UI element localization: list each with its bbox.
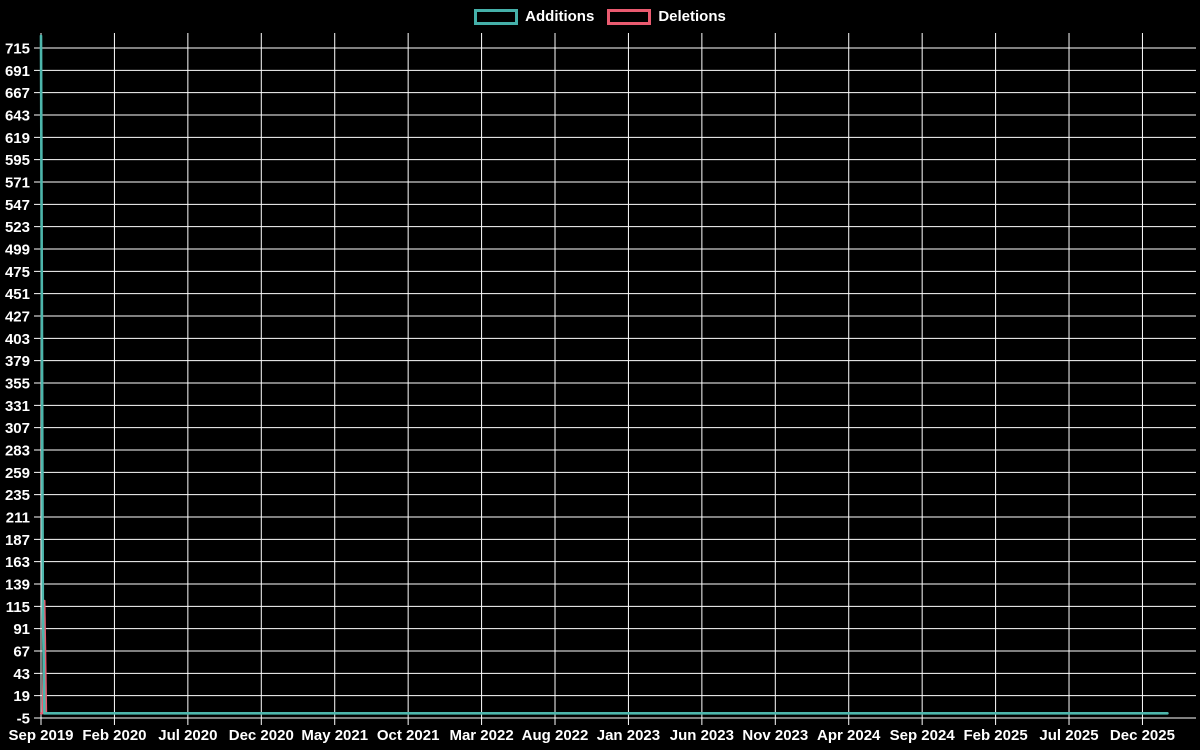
y-tick-label: 19 <box>13 688 30 705</box>
y-tick-label: 307 <box>5 420 30 437</box>
y-tick-label: 331 <box>5 398 30 415</box>
x-tick-label: Mar 2022 <box>449 727 513 744</box>
x-tick-label: Sep 2019 <box>8 727 73 744</box>
x-tick-label: Feb 2020 <box>82 727 146 744</box>
y-tick-label: -5 <box>17 711 30 728</box>
y-tick-label: 139 <box>5 577 30 594</box>
y-tick-label: 691 <box>5 63 30 80</box>
y-tick-label: 643 <box>5 108 30 125</box>
y-tick-label: 355 <box>5 376 30 393</box>
x-tick-label: Jul 2020 <box>158 727 217 744</box>
y-tick-label: 259 <box>5 465 30 482</box>
y-tick-label: 595 <box>5 152 30 169</box>
x-tick-label: Feb 2025 <box>963 727 1027 744</box>
y-tick-label: 115 <box>6 599 30 616</box>
legend-item-additions[interactable]: Additions <box>474 9 594 25</box>
y-tick-label: 163 <box>5 554 30 571</box>
y-tick-label: 427 <box>5 309 30 326</box>
y-tick-label: 43 <box>13 666 30 683</box>
y-tick-label: 403 <box>5 331 30 348</box>
deletions-swatch <box>607 9 652 25</box>
x-tick-label: Dec 2025 <box>1110 727 1175 744</box>
y-tick-label: 547 <box>5 197 30 214</box>
y-tick-label: 475 <box>5 264 30 281</box>
y-tick-label: 67 <box>13 644 30 661</box>
y-tick-label: 283 <box>5 443 30 460</box>
y-tick-label: 499 <box>5 242 30 259</box>
deletions-legend-label: Deletions <box>658 8 726 25</box>
deletions-line <box>39 599 1169 715</box>
y-tick-label: 523 <box>5 219 30 236</box>
x-tick-label: Aug 2022 <box>522 727 589 744</box>
x-tick-label: May 2021 <box>301 727 368 744</box>
x-tick-label: Sep 2024 <box>890 727 956 744</box>
x-tick-label: Jul 2025 <box>1039 727 1098 744</box>
x-tick-label: Jun 2023 <box>670 727 734 744</box>
x-tick-label: Jan 2023 <box>597 727 660 744</box>
x-tick-label: Apr 2024 <box>817 727 881 744</box>
y-tick-label: 451 <box>5 286 30 303</box>
legend-item-deletions[interactable]: Deletions <box>607 9 726 25</box>
y-tick-label: 379 <box>5 353 30 370</box>
y-tick-label: 619 <box>5 130 30 147</box>
y-tick-label: 187 <box>5 532 30 549</box>
additions-legend-label: Additions <box>525 8 595 25</box>
x-tick-label: Oct 2021 <box>377 727 440 744</box>
y-tick-label: 571 <box>5 175 30 192</box>
y-tick-label: 715 <box>5 41 30 58</box>
y-tick-label: 235 <box>5 487 30 504</box>
x-tick-label: Dec 2020 <box>229 727 294 744</box>
additions-line <box>39 34 1169 715</box>
y-tick-label: 91 <box>13 621 30 638</box>
y-tick-label: 211 <box>6 510 30 527</box>
chart-legend: Additions Deletions <box>0 9 1200 25</box>
additions-swatch <box>474 9 519 25</box>
x-tick-label: Nov 2023 <box>742 727 808 744</box>
y-tick-label: 667 <box>5 85 30 102</box>
